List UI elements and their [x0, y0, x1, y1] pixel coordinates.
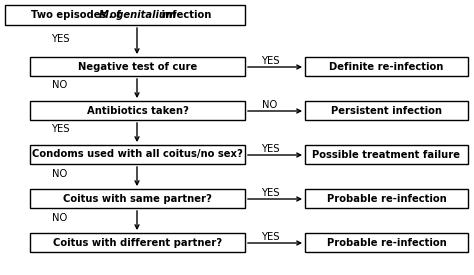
FancyBboxPatch shape — [30, 145, 245, 164]
Text: infection: infection — [158, 10, 211, 20]
Text: Definite re-infection: Definite re-infection — [329, 62, 444, 72]
FancyBboxPatch shape — [305, 101, 468, 120]
Text: NO: NO — [52, 80, 68, 90]
Text: NO: NO — [52, 169, 68, 179]
Text: YES: YES — [261, 188, 279, 198]
Text: Probable re-infection: Probable re-infection — [327, 194, 447, 204]
FancyBboxPatch shape — [30, 57, 245, 76]
Text: Possible treatment failure: Possible treatment failure — [312, 150, 461, 160]
Text: NO: NO — [52, 213, 68, 223]
Text: Coitus with different partner?: Coitus with different partner? — [53, 238, 222, 248]
Text: Negative test of cure: Negative test of cure — [78, 62, 197, 72]
FancyBboxPatch shape — [305, 57, 468, 76]
FancyBboxPatch shape — [30, 189, 245, 208]
Text: NO: NO — [263, 100, 278, 110]
Text: YES: YES — [51, 34, 69, 44]
FancyBboxPatch shape — [305, 189, 468, 208]
Text: YES: YES — [261, 56, 279, 66]
FancyBboxPatch shape — [30, 101, 245, 120]
FancyBboxPatch shape — [305, 145, 468, 164]
Text: YES: YES — [51, 124, 69, 134]
Text: Coitus with same partner?: Coitus with same partner? — [63, 194, 212, 204]
Text: YES: YES — [261, 144, 279, 154]
FancyBboxPatch shape — [305, 233, 468, 252]
FancyBboxPatch shape — [30, 233, 245, 252]
Text: Probable re-infection: Probable re-infection — [327, 238, 447, 248]
Text: YES: YES — [261, 232, 279, 242]
Text: Persistent infection: Persistent infection — [331, 106, 442, 116]
Text: Two episodes of: Two episodes of — [31, 10, 125, 20]
Text: Antibiotics taken?: Antibiotics taken? — [87, 106, 189, 116]
Text: M. genitalium: M. genitalium — [99, 10, 176, 20]
Text: Condoms used with all coitus/no sex?: Condoms used with all coitus/no sex? — [32, 150, 243, 160]
FancyBboxPatch shape — [5, 5, 245, 25]
